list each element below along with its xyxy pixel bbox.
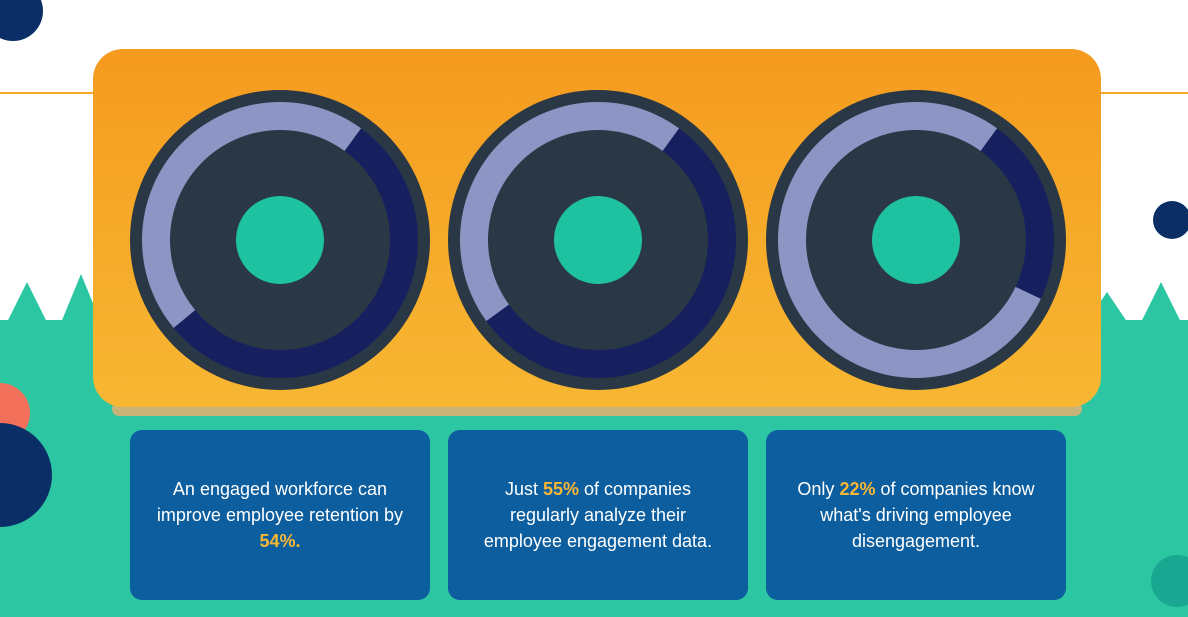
donut-center <box>554 196 642 284</box>
stat-caption-text: Only 22% of companies know what's drivin… <box>792 476 1040 554</box>
donut-chart <box>130 90 430 390</box>
stat-caption-text: An engaged workforce can improve employe… <box>156 476 404 554</box>
caption-highlight: 54%. <box>259 531 300 551</box>
decor-right-navy <box>1153 201 1188 239</box>
caption-pre: An engaged workforce can improve employe… <box>157 479 403 525</box>
caption-highlight: 22% <box>839 479 875 499</box>
stat-caption: Just 55% of companies regularly analyze … <box>448 430 748 600</box>
stat-caption: Only 22% of companies know what's drivin… <box>766 430 1066 600</box>
stat-caption-text: Just 55% of companies regularly analyze … <box>474 476 722 554</box>
caption-highlight: 55% <box>543 479 579 499</box>
donut-chart <box>448 90 748 390</box>
stat-card-1: An engaged workforce can improve employe… <box>130 90 430 600</box>
stat-caption: An engaged workforce can improve employe… <box>130 430 430 600</box>
donut-center <box>872 196 960 284</box>
infographic-stage: An engaged workforce can improve employe… <box>0 0 1188 617</box>
donut-center <box>236 196 324 284</box>
caption-pre: Just <box>505 479 543 499</box>
caption-pre: Only <box>797 479 839 499</box>
donut-chart <box>766 90 1066 390</box>
decor-left-navy <box>0 423 52 527</box>
stat-card-2: Just 55% of companies regularly analyze … <box>448 90 748 600</box>
stat-card-3: Only 22% of companies know what's drivin… <box>766 90 1066 600</box>
